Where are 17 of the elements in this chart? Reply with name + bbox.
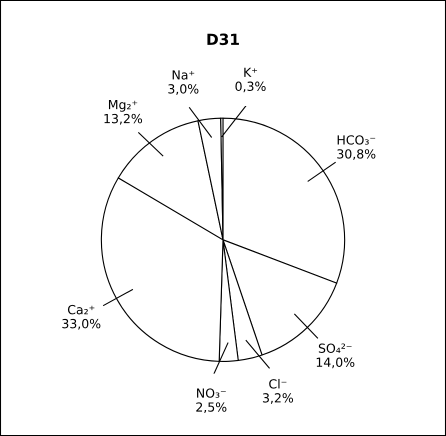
- slice-label: Na⁺: [172, 70, 194, 80]
- data-label: 0,3%: [235, 82, 266, 92]
- data-label: 14,0%: [316, 358, 354, 368]
- data-label: 33,0%: [62, 318, 100, 330]
- data-label: 3,0%: [168, 84, 198, 95]
- slice-label: Cl⁻: [269, 378, 286, 389]
- slice-label: SO₄²⁻: [318, 344, 352, 353]
- data-label: 30,8%: [337, 149, 376, 160]
- chart-title: D31: [207, 34, 239, 46]
- slice-label: Ca₂⁺: [68, 304, 94, 314]
- slice-label: HCO₃⁻: [338, 135, 376, 145]
- data-label: 13,2%: [104, 114, 142, 125]
- slice-label: K⁺: [244, 68, 258, 77]
- data-label: 2,5%: [196, 402, 226, 414]
- slice-label: Mg₂⁺: [108, 100, 138, 112]
- data-label: 3,2%: [262, 393, 294, 404]
- slice-label: NO₃⁻: [197, 388, 226, 398]
